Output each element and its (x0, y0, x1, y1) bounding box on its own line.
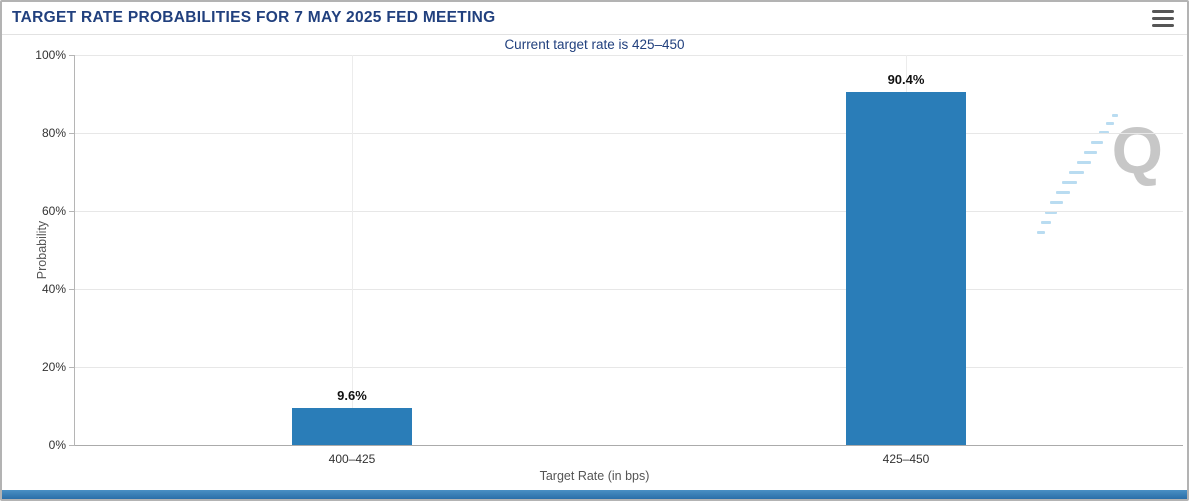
y-tick-mark (69, 133, 75, 134)
y-gridline (75, 367, 1183, 368)
y-tick-label: 100% (35, 48, 66, 62)
y-tick-label: 0% (48, 438, 66, 452)
y-tick-label: 40% (41, 282, 66, 296)
y-tick-mark (69, 289, 75, 290)
probability-bar (292, 407, 412, 445)
y-gridline (75, 133, 1183, 134)
page-title: TARGET RATE PROBABILITIES FOR 7 MAY 2025… (12, 9, 496, 26)
y-tick-mark (69, 445, 75, 446)
y-tick-label: 80% (41, 126, 66, 140)
y-tick-mark (69, 367, 75, 368)
probability-bar (846, 92, 966, 445)
y-tick-mark (69, 211, 75, 212)
plot-area: Probability Q 0% 20% 40% 60% 80% 100% 9.6% 400–… (35, 48, 1183, 466)
chart-subtitle: Current target rate is 425–450 (504, 37, 685, 52)
y-gridline (75, 211, 1183, 212)
watermark-q-letter: Q (1111, 113, 1163, 187)
y-tick-mark (69, 55, 75, 56)
bar-value-label: 9.6% (337, 387, 367, 403)
y-axis-title: Probability (35, 220, 50, 280)
hamburger-menu-icon[interactable] (1152, 10, 1174, 27)
y-gridline (75, 289, 1183, 290)
x-axis-line (75, 445, 1183, 446)
y-tick-label: 60% (41, 204, 66, 218)
y-tick-label: 20% (41, 360, 66, 374)
hamburger-bar (1152, 23, 1174, 27)
x-category-label: 425–450 (882, 452, 930, 466)
x-axis-title: Target Rate (in bps) (539, 469, 650, 483)
title-bar: TARGET RATE PROBABILITIES FOR 7 MAY 2025… (2, 2, 1187, 35)
x-category-label: 400–425 (328, 452, 376, 466)
quikstrike-watermark: Q (1013, 113, 1163, 273)
hamburger-bar (1152, 16, 1174, 21)
bar-value-label: 90.4% (887, 72, 925, 88)
x-gridline (352, 55, 353, 445)
y-gridline (75, 55, 1183, 56)
footer-accent-bar (2, 490, 1187, 499)
hamburger-bar (1152, 10, 1174, 14)
